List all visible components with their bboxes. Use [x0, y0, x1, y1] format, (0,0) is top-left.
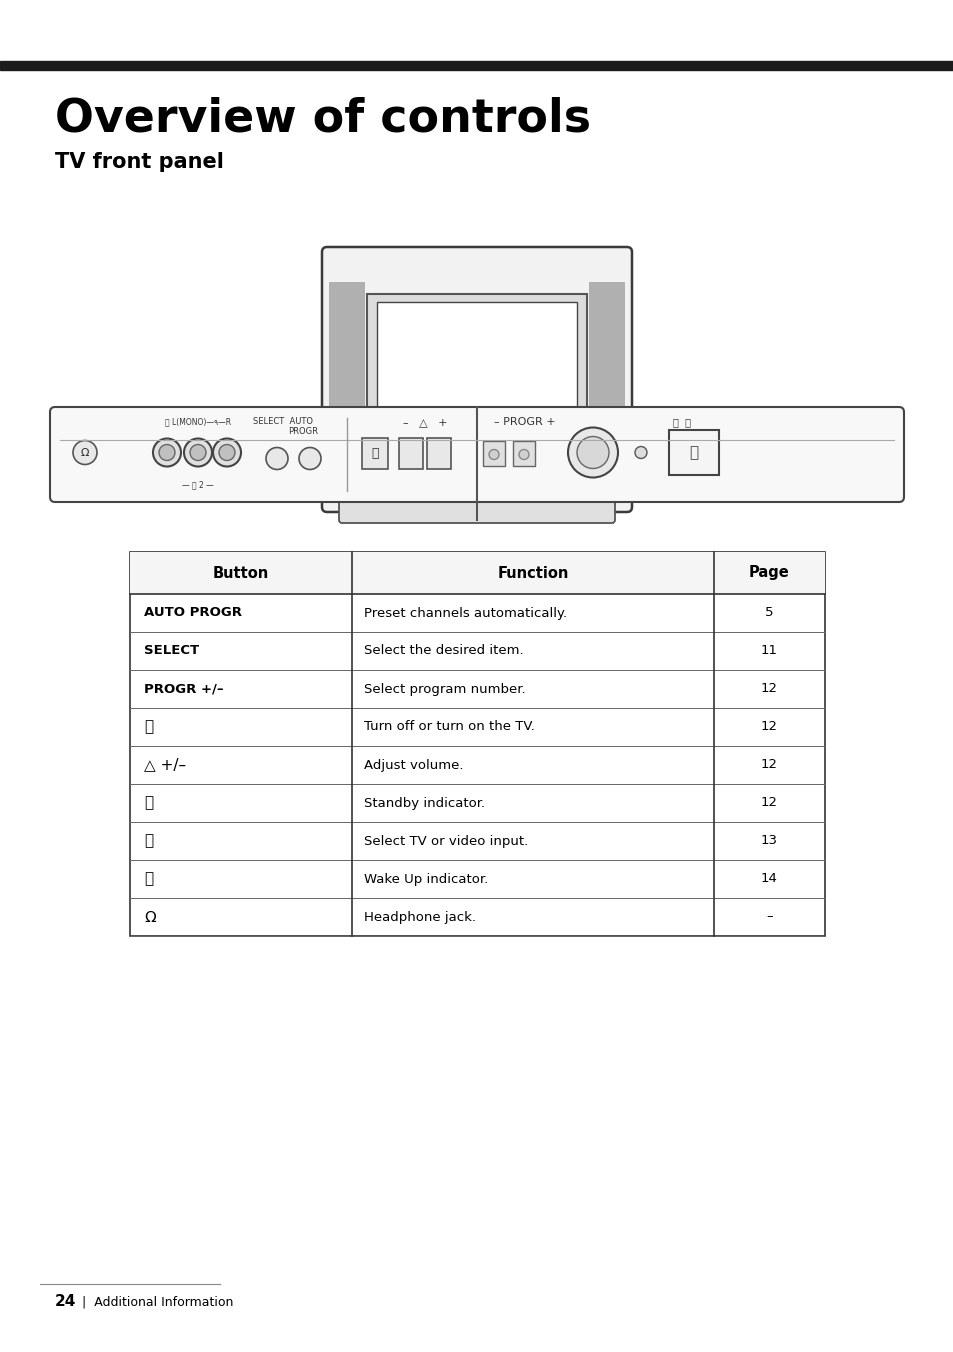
Text: Button: Button: [213, 565, 269, 580]
Text: ⏻  ⏻: ⏻ ⏻: [672, 416, 690, 427]
Circle shape: [213, 438, 241, 466]
Text: ⎆: ⎆: [371, 448, 378, 460]
Text: 5: 5: [764, 607, 773, 619]
Text: — Ⓤ 2 —: — Ⓤ 2 —: [182, 480, 213, 489]
Text: Function: Function: [497, 565, 568, 580]
Text: |  Additional Information: | Additional Information: [82, 1295, 233, 1309]
FancyBboxPatch shape: [50, 407, 903, 502]
Text: Wake Up indicator.: Wake Up indicator.: [364, 872, 488, 886]
Text: 24: 24: [55, 1294, 76, 1310]
Circle shape: [159, 445, 174, 461]
Text: Adjust volume.: Adjust volume.: [364, 758, 463, 772]
Bar: [513, 441, 535, 465]
Text: Select program number.: Select program number.: [364, 683, 525, 695]
Text: Select TV or video input.: Select TV or video input.: [364, 834, 528, 848]
Bar: [588, 283, 624, 492]
Circle shape: [298, 448, 320, 469]
Text: ⌛: ⌛: [144, 872, 153, 887]
Text: Standby indicator.: Standby indicator.: [364, 796, 485, 810]
Bar: [130, 552, 824, 936]
Text: AUTO PROGR: AUTO PROGR: [144, 607, 242, 619]
Circle shape: [152, 438, 181, 466]
Text: Overview of controls: Overview of controls: [55, 97, 590, 142]
FancyBboxPatch shape: [322, 247, 631, 512]
Text: Ω: Ω: [144, 910, 155, 925]
Text: Turn off or turn on the TV.: Turn off or turn on the TV.: [364, 721, 535, 734]
Circle shape: [544, 492, 549, 498]
Text: Page: Page: [748, 565, 789, 580]
Text: 13: 13: [760, 834, 777, 848]
Bar: [668, 430, 719, 475]
Circle shape: [184, 438, 212, 466]
Bar: [427, 438, 451, 469]
Text: SELECT: SELECT: [144, 645, 199, 657]
Circle shape: [497, 492, 502, 498]
Text: –: –: [765, 910, 772, 923]
Text: Ω: Ω: [81, 448, 90, 457]
Bar: [398, 438, 422, 469]
Text: 12: 12: [760, 796, 777, 810]
Bar: [376, 301, 577, 484]
Text: TV front panel: TV front panel: [55, 151, 224, 172]
Text: SELECT  AUTO: SELECT AUTO: [253, 418, 313, 426]
Circle shape: [577, 437, 608, 469]
Circle shape: [489, 449, 498, 460]
Bar: [367, 293, 586, 493]
Circle shape: [513, 492, 517, 498]
Text: ⎆: ⎆: [144, 833, 153, 849]
Text: ⏻: ⏻: [144, 795, 153, 810]
FancyBboxPatch shape: [338, 495, 615, 523]
Bar: [130, 552, 824, 594]
Bar: [482, 441, 504, 465]
Circle shape: [190, 445, 206, 461]
Text: △ +/–: △ +/–: [144, 757, 186, 772]
Circle shape: [482, 492, 487, 498]
Circle shape: [528, 492, 534, 498]
Bar: [0, 61, 953, 70]
Bar: [367, 488, 586, 502]
Text: Ⓛ L(MONO)—٩—R: Ⓛ L(MONO)—٩—R: [165, 418, 231, 426]
Text: 11: 11: [760, 645, 777, 657]
Text: Ⓤ: Ⓤ: [689, 445, 698, 460]
Text: PROGR: PROGR: [288, 426, 317, 435]
Circle shape: [419, 492, 425, 498]
Circle shape: [466, 492, 471, 498]
Circle shape: [404, 492, 409, 498]
Circle shape: [73, 441, 97, 465]
Text: –   △   +: – △ +: [402, 416, 447, 427]
Circle shape: [567, 427, 618, 477]
Text: – PROGR +: – PROGR +: [494, 416, 556, 427]
Text: Ⓤ: Ⓤ: [144, 719, 153, 734]
Circle shape: [451, 492, 456, 498]
Text: 12: 12: [760, 758, 777, 772]
Text: 12: 12: [760, 683, 777, 695]
Text: 14: 14: [760, 872, 777, 886]
Circle shape: [635, 446, 646, 458]
Circle shape: [436, 492, 440, 498]
Bar: [329, 283, 365, 492]
Bar: [361, 438, 388, 469]
Text: Preset channels automatically.: Preset channels automatically.: [364, 607, 567, 619]
Text: Select the desired item.: Select the desired item.: [364, 645, 523, 657]
Text: PROGR +/–: PROGR +/–: [144, 683, 223, 695]
Circle shape: [518, 449, 529, 460]
Circle shape: [266, 448, 288, 469]
Text: 12: 12: [760, 721, 777, 734]
Text: Headphone jack.: Headphone jack.: [364, 910, 476, 923]
Circle shape: [219, 445, 234, 461]
